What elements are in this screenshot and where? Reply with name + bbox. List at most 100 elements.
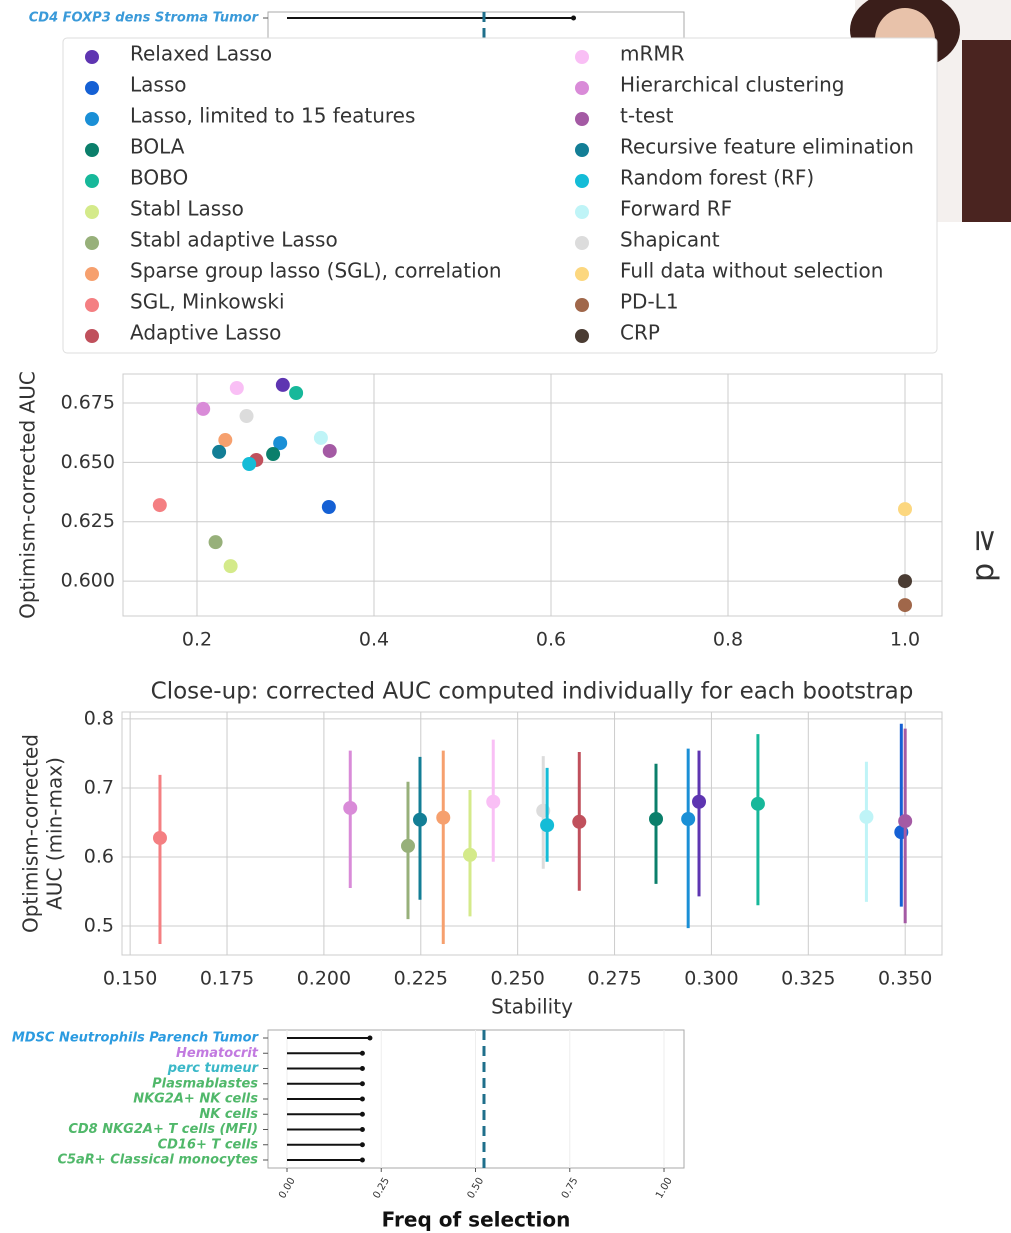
scatter-point — [152, 498, 167, 513]
x-axis-label: Freq of selection — [382, 1208, 571, 1232]
legend-marker — [575, 236, 589, 250]
scatter-point — [208, 535, 223, 550]
lollipop-dot — [571, 15, 577, 21]
lollipop-dot — [367, 1035, 373, 1041]
point — [859, 809, 874, 824]
legend-label: CRP — [620, 321, 660, 345]
legend-label: Stabl adaptive Lasso — [130, 228, 338, 252]
legend-label: Lasso, limited to 15 features — [130, 104, 415, 128]
y-tick-label: 0.650 — [61, 451, 115, 473]
lollipop-dot — [359, 1066, 365, 1071]
legend-marker — [85, 143, 99, 157]
y-tick-label: 0.8 — [84, 707, 114, 729]
legend-box — [62, 37, 938, 354]
scatter-point — [273, 436, 288, 451]
category-label: perc tumeur — [167, 1061, 260, 1076]
point — [649, 812, 664, 827]
x-tick-label: 0.4 — [359, 629, 389, 651]
category-label: Hematocrit — [176, 1046, 259, 1061]
portrait-hair-side — [962, 40, 1011, 222]
legend-marker — [575, 143, 589, 157]
x-tick-label: 0.350 — [878, 968, 932, 990]
point — [692, 794, 707, 809]
legend-marker — [575, 267, 589, 281]
legend-label: Lasso — [130, 73, 186, 97]
y-tick-label: 0.625 — [61, 510, 115, 532]
x-tick-label: 0.175 — [200, 968, 254, 990]
scatter-point — [218, 433, 233, 448]
legend-marker — [85, 50, 99, 64]
y-tick-label: 0.5 — [84, 915, 114, 937]
point — [540, 818, 555, 833]
plot-frame — [267, 11, 685, 41]
plot-frame — [121, 711, 943, 956]
x-tick-label: 0.325 — [781, 968, 835, 990]
scatter-point — [313, 430, 328, 445]
legend-marker — [575, 174, 589, 188]
legend-label: PD-L1 — [620, 290, 679, 314]
point — [898, 814, 913, 829]
lollipop-dot — [359, 1081, 365, 1087]
point — [572, 814, 587, 829]
chart-title: Close-up: corrected AUC computed individ… — [151, 679, 914, 705]
lollipop-dot — [359, 1050, 365, 1056]
legend-marker — [85, 81, 99, 95]
x-tick-label: 0.6 — [536, 629, 566, 651]
legend-label: Stabl Lasso — [130, 197, 244, 221]
point — [462, 847, 477, 862]
point — [750, 796, 765, 811]
x-tick-label: 0.2 — [182, 629, 212, 651]
legend-label: SGL, Minkowski — [130, 290, 285, 314]
lollipop-dot — [359, 1096, 365, 1102]
side-text: ≥ d — [969, 528, 1004, 582]
point — [436, 810, 451, 825]
legend-label: Full data without selection — [620, 259, 883, 283]
scatter-point — [212, 444, 227, 459]
x-axis-label: Stability — [491, 995, 573, 1019]
legend-label: Shapicant — [620, 228, 720, 252]
legend-marker — [85, 298, 99, 312]
scatter-point — [223, 559, 238, 574]
scatter-point — [266, 447, 281, 462]
legend-label: Sparse group lasso (SGL), correlation — [130, 259, 502, 283]
scatter-point — [275, 377, 290, 392]
legend-label: mRMR — [620, 42, 685, 66]
point — [486, 794, 501, 809]
x-tick-label: 0.225 — [394, 968, 448, 990]
point — [152, 830, 167, 845]
legend-marker — [575, 329, 589, 343]
legend-marker — [575, 205, 589, 219]
legend-marker — [85, 112, 99, 126]
scatter-point — [239, 409, 254, 424]
y-tick-label: 0.7 — [84, 776, 114, 798]
y-axis-label: AUC (min-max) — [43, 757, 67, 910]
y-axis-label: Optimism-corrected AUC — [16, 371, 40, 619]
legend-marker — [85, 267, 99, 281]
scatter-point — [289, 385, 304, 400]
legend-label: Forward RF — [620, 197, 732, 221]
scatter-point — [322, 443, 337, 458]
y-tick-label: 0.675 — [61, 391, 115, 413]
x-tick-label: 0.250 — [490, 968, 544, 990]
category-label: CD4 FOXP3 dens Stroma Tumor — [29, 11, 260, 26]
x-tick-label: 0.275 — [587, 968, 641, 990]
x-tick-label: 0.150 — [103, 968, 157, 990]
point — [343, 800, 358, 815]
lollipop-dot — [359, 1111, 365, 1117]
legend-marker — [575, 81, 589, 95]
category-label: NKG2A+ NK cells — [133, 1092, 258, 1107]
y-tick-label: 0.600 — [61, 570, 115, 592]
legend-label: Random forest (RF) — [620, 166, 814, 190]
y-tick-label: 0.6 — [84, 845, 114, 867]
x-tick-label: 0.300 — [684, 968, 738, 990]
scatter-point — [898, 598, 913, 613]
legend-marker — [85, 174, 99, 188]
x-tick-label: 0.200 — [297, 968, 351, 990]
scatter-point — [898, 502, 913, 517]
lollipop-dot — [359, 1157, 365, 1163]
category-label: C5aR+ Classical monocytes — [57, 1153, 258, 1168]
scatter-point — [898, 574, 913, 589]
category-label: NK cells — [199, 1107, 258, 1122]
point — [681, 812, 696, 827]
